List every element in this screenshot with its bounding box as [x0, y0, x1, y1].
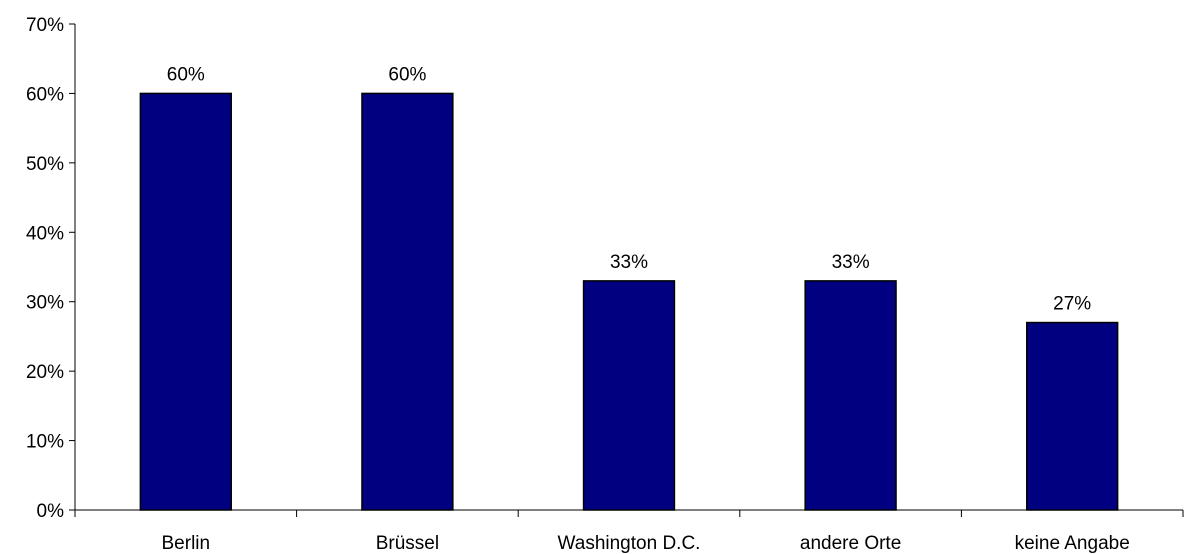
y-tick-label: 0%	[37, 501, 65, 522]
bar	[805, 281, 896, 510]
bars	[140, 93, 1117, 510]
bar-value-label: 60%	[388, 64, 426, 85]
y-tick-label: 60%	[26, 84, 64, 105]
y-tick-label: 20%	[26, 362, 64, 383]
x-category-label: andere Orte	[800, 533, 901, 554]
bar-value-label: 27%	[1053, 294, 1091, 315]
bar	[140, 93, 231, 510]
value-labels: 60% 60% 33% 33% 27%	[167, 64, 1092, 314]
bar	[584, 281, 675, 510]
y-tick-label: 70%	[26, 15, 64, 36]
x-category-label: Berlin	[162, 533, 211, 554]
y-axis: 0% 10% 20% 30% 40% 50% 60% 70%	[26, 15, 75, 522]
bar-value-label: 33%	[610, 252, 648, 273]
x-axis: Berlin Brüssel Washington D.C. andere Orte k…	[75, 510, 1183, 554]
bar-value-label: 60%	[167, 64, 205, 85]
y-tick-label: 10%	[26, 432, 64, 453]
x-category-label: Brüssel	[376, 533, 439, 554]
x-category-label: keine Angabe	[1015, 533, 1130, 554]
bar	[362, 93, 453, 510]
y-tick-label: 30%	[26, 293, 64, 314]
bar	[1027, 323, 1118, 510]
y-tick-label: 50%	[26, 154, 64, 175]
y-tick-label: 40%	[26, 223, 64, 244]
x-category-label: Washington D.C.	[558, 533, 701, 554]
bar-value-label: 33%	[832, 252, 870, 273]
